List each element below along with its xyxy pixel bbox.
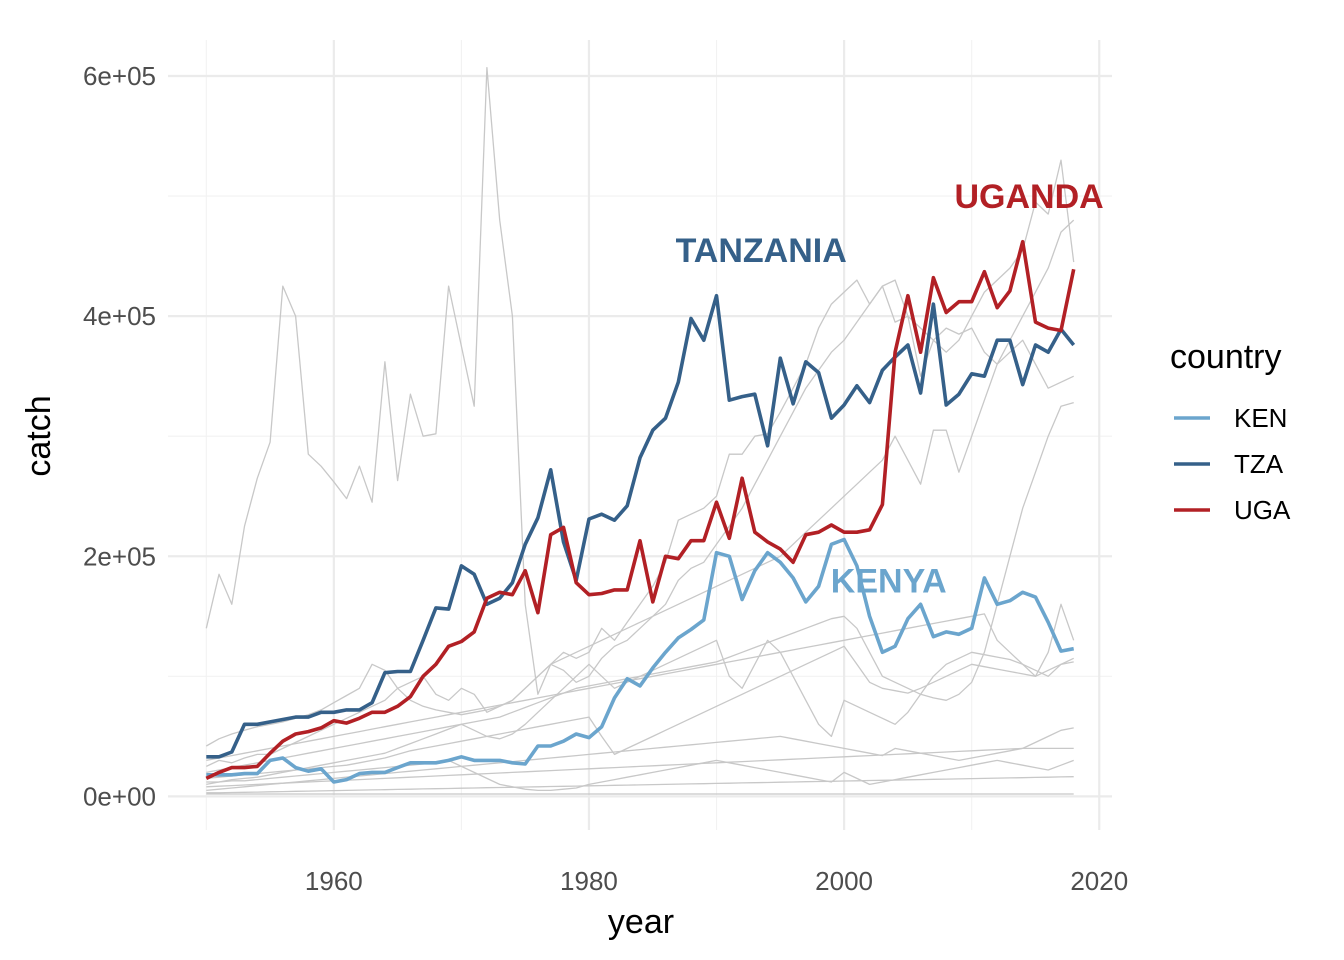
x-axis-title: year: [608, 903, 674, 941]
background-series-line-11: [206, 747, 1074, 788]
y-tick-label: 6e+05: [83, 61, 156, 91]
annotation-uganda: UGANDA: [954, 178, 1103, 216]
x-tick-label: 1980: [560, 866, 618, 896]
legend-label-uga: UGA: [1234, 495, 1291, 525]
highlighted-series-lines: [205, 239, 1076, 784]
background-series-line-9: [206, 645, 1074, 780]
x-tick-label: 2020: [1070, 866, 1128, 896]
legend-entries: KEN TZA UGA: [1174, 403, 1291, 525]
background-series-lines: [205, 66, 1075, 795]
x-axis-tick-labels: 1960 1980 2000 2020: [305, 866, 1128, 896]
x-tick-label: 1960: [305, 866, 363, 896]
background-series-line-8: [206, 639, 1074, 774]
legend: country KEN TZA UGA: [1170, 338, 1291, 525]
series-line-ken: [206, 537, 1075, 784]
annotation-kenya: KENYA: [831, 562, 947, 600]
legend-label-tza: TZA: [1234, 449, 1284, 479]
background-series-line-4: [206, 279, 1074, 767]
major-gridlines: [168, 40, 1112, 830]
series-line-uga: [205, 239, 1076, 781]
y-tick-label: 2e+05: [83, 541, 156, 571]
background-series-line-6: [205, 219, 1075, 747]
background-series-line-12: [206, 776, 1074, 794]
y-axis-title: catch: [20, 395, 58, 476]
legend-label-ken: KEN: [1234, 403, 1287, 433]
series-line-tza: [206, 293, 1076, 759]
y-tick-label: 4e+05: [83, 301, 156, 331]
annotation-tanzania: TANZANIA: [676, 232, 847, 270]
y-axis-tick-labels: 0e+00 2e+05 4e+05 6e+05: [83, 61, 156, 811]
y-tick-label: 0e+00: [83, 781, 156, 811]
background-series-line-14: [206, 759, 1074, 792]
country-annotations: TANZANIA UGANDA KENYA: [676, 178, 1104, 600]
x-tick-label: 2000: [815, 866, 873, 896]
legend-title: country: [1170, 338, 1282, 376]
